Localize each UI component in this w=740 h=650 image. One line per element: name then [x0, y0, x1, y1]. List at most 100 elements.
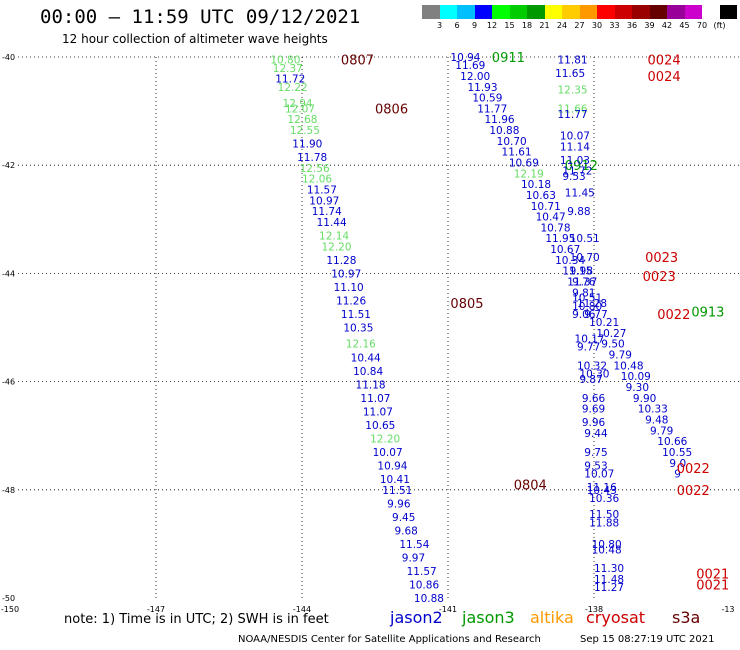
swh-value: 9: [674, 469, 681, 481]
swh-value: 10.55: [662, 447, 692, 459]
swh-value: 10.88: [489, 125, 519, 137]
swh-value: 10.07: [373, 447, 403, 459]
swh-value: 9.87: [579, 374, 602, 386]
color-scale-cell: [562, 5, 580, 19]
color-scale-label: 33: [609, 21, 620, 30]
swh-value: 10.80: [592, 539, 622, 551]
pass-time-label: 0021: [696, 578, 729, 593]
swh-value: 12.37: [273, 63, 303, 75]
swh-value: 10.48: [613, 360, 643, 372]
swh-value: 10.09: [621, 371, 651, 383]
pass-time-label: 0913: [691, 305, 724, 320]
swh-value: 9.77: [577, 341, 600, 353]
swh-value: 12.56: [300, 163, 330, 175]
color-scale-label: 24: [556, 21, 568, 30]
swh-value: 9.81: [572, 287, 595, 299]
swh-value: 9.76: [572, 277, 596, 289]
swh-value: 10.70: [570, 252, 600, 264]
generation-timestamp: Sep 15 08:27:19 UTC 2021: [580, 634, 715, 645]
swh-value: 11.15: [562, 266, 592, 278]
swh-value: 10.41: [380, 474, 410, 486]
color-scale-cell: [457, 5, 475, 19]
swh-value: 10.51: [572, 293, 602, 305]
swh-value: 12.19: [514, 168, 544, 180]
swh-value: 11.10: [334, 282, 364, 294]
swh-value: 11.14: [560, 141, 590, 153]
swh-value: 10.65: [365, 420, 395, 432]
pass-time-label: 0024: [648, 54, 681, 69]
pass-time-label: 0806: [375, 102, 408, 117]
swh-value: 12.55: [290, 125, 320, 137]
latitude-label: -42: [2, 161, 15, 170]
swh-value: 10.07: [584, 469, 614, 481]
color-scale-cell: [614, 5, 632, 19]
color-scale-label: 45: [679, 21, 690, 30]
color-scale-label: 15: [504, 21, 515, 30]
swh-value: 10.97: [309, 195, 339, 207]
swh-value: 10.67: [550, 244, 580, 256]
swh-value: 12.20: [370, 433, 400, 445]
swh-value: 12.06: [302, 174, 332, 186]
swh-value: 10.32: [577, 360, 607, 372]
swh-value: 9.88: [567, 206, 590, 218]
swh-value: 11.07: [363, 406, 393, 418]
swh-value: 12.20: [321, 241, 351, 253]
swh-value: 10.78: [540, 222, 570, 234]
color-scale-cell: [527, 5, 545, 19]
pass-time-label: 0021: [696, 568, 729, 583]
credit-line: NOAA/NESDIS Center for Satellite Applica…: [238, 634, 541, 645]
swh-value: 11.81: [558, 55, 588, 67]
color-scale-label: 36: [626, 21, 638, 30]
color-scale-cell: [474, 5, 492, 19]
swh-value: 11.93: [467, 82, 497, 94]
swh-value: 9.06: [572, 309, 596, 321]
swh-value: 10.94: [377, 460, 407, 472]
swh-value: 10.33: [638, 404, 668, 416]
pass-time-label: 0912: [565, 159, 598, 174]
swh-value: 9.44: [584, 428, 608, 440]
swh-value: 11.30: [594, 563, 624, 575]
color-scale-cell: [684, 5, 702, 19]
color-scale-label: 18: [521, 21, 533, 30]
swh-value: 12.68: [287, 114, 317, 126]
swh-value: 12.14: [319, 231, 349, 243]
swh-value: 10.43: [587, 485, 617, 497]
swh-value: 9.79: [609, 350, 632, 362]
pass-time-label: 0805: [450, 297, 483, 312]
swh-value: 11.45: [565, 187, 595, 199]
swh-value: 11.26: [336, 295, 366, 307]
swh-value: 12.35: [558, 84, 588, 96]
swh-value: 9.53: [584, 460, 607, 472]
longitude-label: -141: [439, 605, 457, 614]
swh-value: 10.84: [353, 366, 383, 378]
latitude-label: -44: [2, 269, 15, 278]
legend-item-jason3: jason3: [462, 608, 515, 627]
color-scale-label: 9: [471, 21, 478, 30]
longitude-label: -150: [1, 605, 19, 614]
swh-value: 11.95: [545, 233, 575, 245]
color-scale-cell: [597, 5, 615, 19]
swh-value: 11.50: [589, 509, 619, 521]
pass-time-label: 0022: [677, 484, 710, 499]
page-subtitle: 12 hour collection of altimeter wave hei…: [62, 32, 328, 46]
color-scale-label: 27: [574, 21, 585, 30]
swh-value: 10.27: [596, 328, 626, 340]
swh-value: 12.22: [278, 82, 308, 94]
swh-value: 10.71: [531, 201, 561, 213]
swh-value: 11.57: [407, 566, 437, 578]
pass-time-label: 0807: [341, 54, 374, 69]
color-scale-label: 3: [436, 21, 443, 30]
color-scale-label: 6: [454, 21, 460, 30]
swh-value: 10.51: [570, 233, 600, 245]
swh-value: 10.97: [331, 268, 361, 280]
swh-value: 10.88: [414, 593, 444, 605]
swh-value: 9.66: [582, 393, 606, 405]
swh-value: 11.72: [275, 74, 305, 86]
swh-value: 9.45: [392, 512, 415, 524]
swh-value: 9.90: [633, 393, 656, 405]
pass-time-label: 0804: [514, 478, 547, 493]
swh-value: 9.96: [387, 498, 411, 510]
color-scale-label: (ft): [713, 21, 726, 30]
